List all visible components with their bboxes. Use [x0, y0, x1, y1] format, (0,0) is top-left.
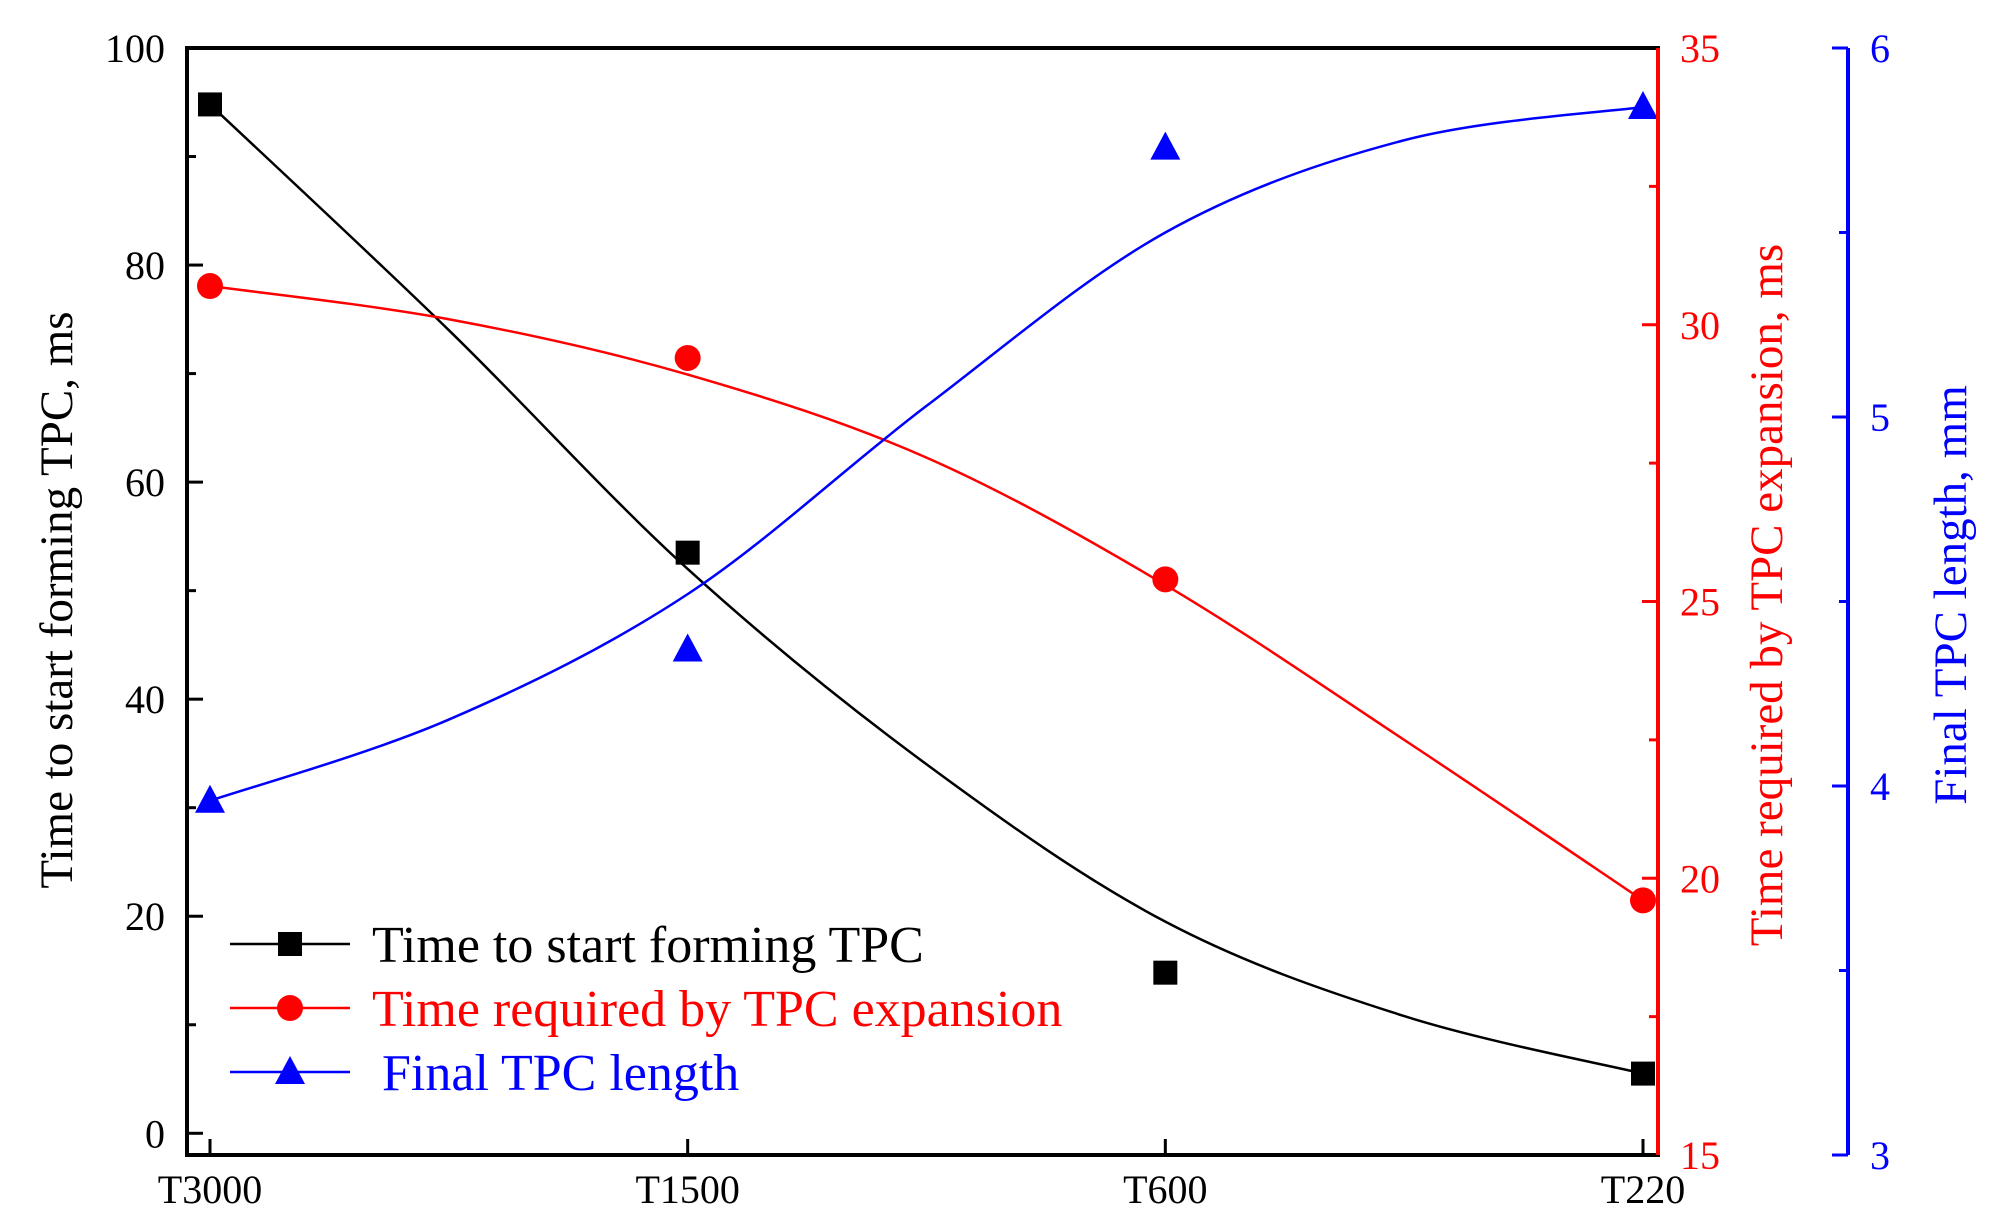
series-2-point: [1150, 131, 1181, 160]
series-1-point: [674, 344, 701, 371]
x-tick-label: T220: [1601, 1167, 1685, 1212]
right-red-tick-label: 20: [1680, 856, 1720, 901]
series-1-point: [1152, 566, 1179, 593]
series-1-fit-line: [209, 284, 1644, 902]
x-tick-label: T600: [1123, 1167, 1207, 1212]
legend-label-1: Time required by TPC expansion: [372, 981, 1062, 1038]
legend-label-2: Final TPC length: [382, 1045, 739, 1102]
right-red-tick-label: 25: [1680, 580, 1720, 625]
right-blue-axis-title: Final TPC length, mm: [1925, 385, 1977, 805]
series-layer: [195, 91, 1658, 1086]
left-tick-label: 100: [105, 26, 165, 71]
left-tick-label: 40: [125, 677, 165, 722]
right-red-tick-label: 15: [1680, 1133, 1720, 1178]
legend-marker-2: [275, 1056, 305, 1084]
right-blue-tick-label: 4: [1870, 764, 1890, 809]
series-2-point: [672, 633, 703, 662]
right-red-axis-title: Time required by TPC expansion, ms: [1741, 244, 1793, 946]
right-blue-tick-label: 6: [1870, 26, 1890, 71]
left-axis-title: Time to start forming TPC, ms: [31, 311, 83, 888]
series-2-point: [195, 784, 225, 813]
right-red-tick-label: 30: [1680, 303, 1720, 348]
left-tick-label: 0: [145, 1111, 165, 1156]
right-blue-tick-label: 5: [1870, 395, 1890, 440]
legend-label-0: Time to start forming TPC: [372, 917, 924, 974]
series-0-point: [1631, 1061, 1655, 1086]
left-tick-label: 60: [125, 460, 165, 505]
series-1-point: [1630, 887, 1656, 914]
series-2-point: [1628, 91, 1658, 120]
legend-marker-0: [278, 932, 302, 956]
series-0-fit-line: [209, 103, 1644, 1075]
series-0-point: [1153, 960, 1178, 985]
right-blue-tick-label: 3: [1870, 1133, 1890, 1178]
legend-marker-1: [277, 995, 303, 1021]
left-tick-label: 20: [125, 894, 165, 939]
right-red-tick-label: 35: [1680, 26, 1720, 71]
x-tick-label: T1500: [635, 1167, 739, 1212]
legend: Time to start forming TPC Time required …: [230, 917, 1062, 1102]
series-0-point: [675, 540, 700, 565]
ticks-layer: T3000 T1500 T600 T2200204060801001520253035…: [105, 26, 1890, 1212]
series-0-point: [198, 92, 222, 117]
series-2-fit-line: [209, 105, 1644, 802]
left-tick-label: 80: [125, 243, 165, 288]
series-1-point: [197, 273, 223, 300]
x-tick-label: T3000: [158, 1167, 262, 1212]
